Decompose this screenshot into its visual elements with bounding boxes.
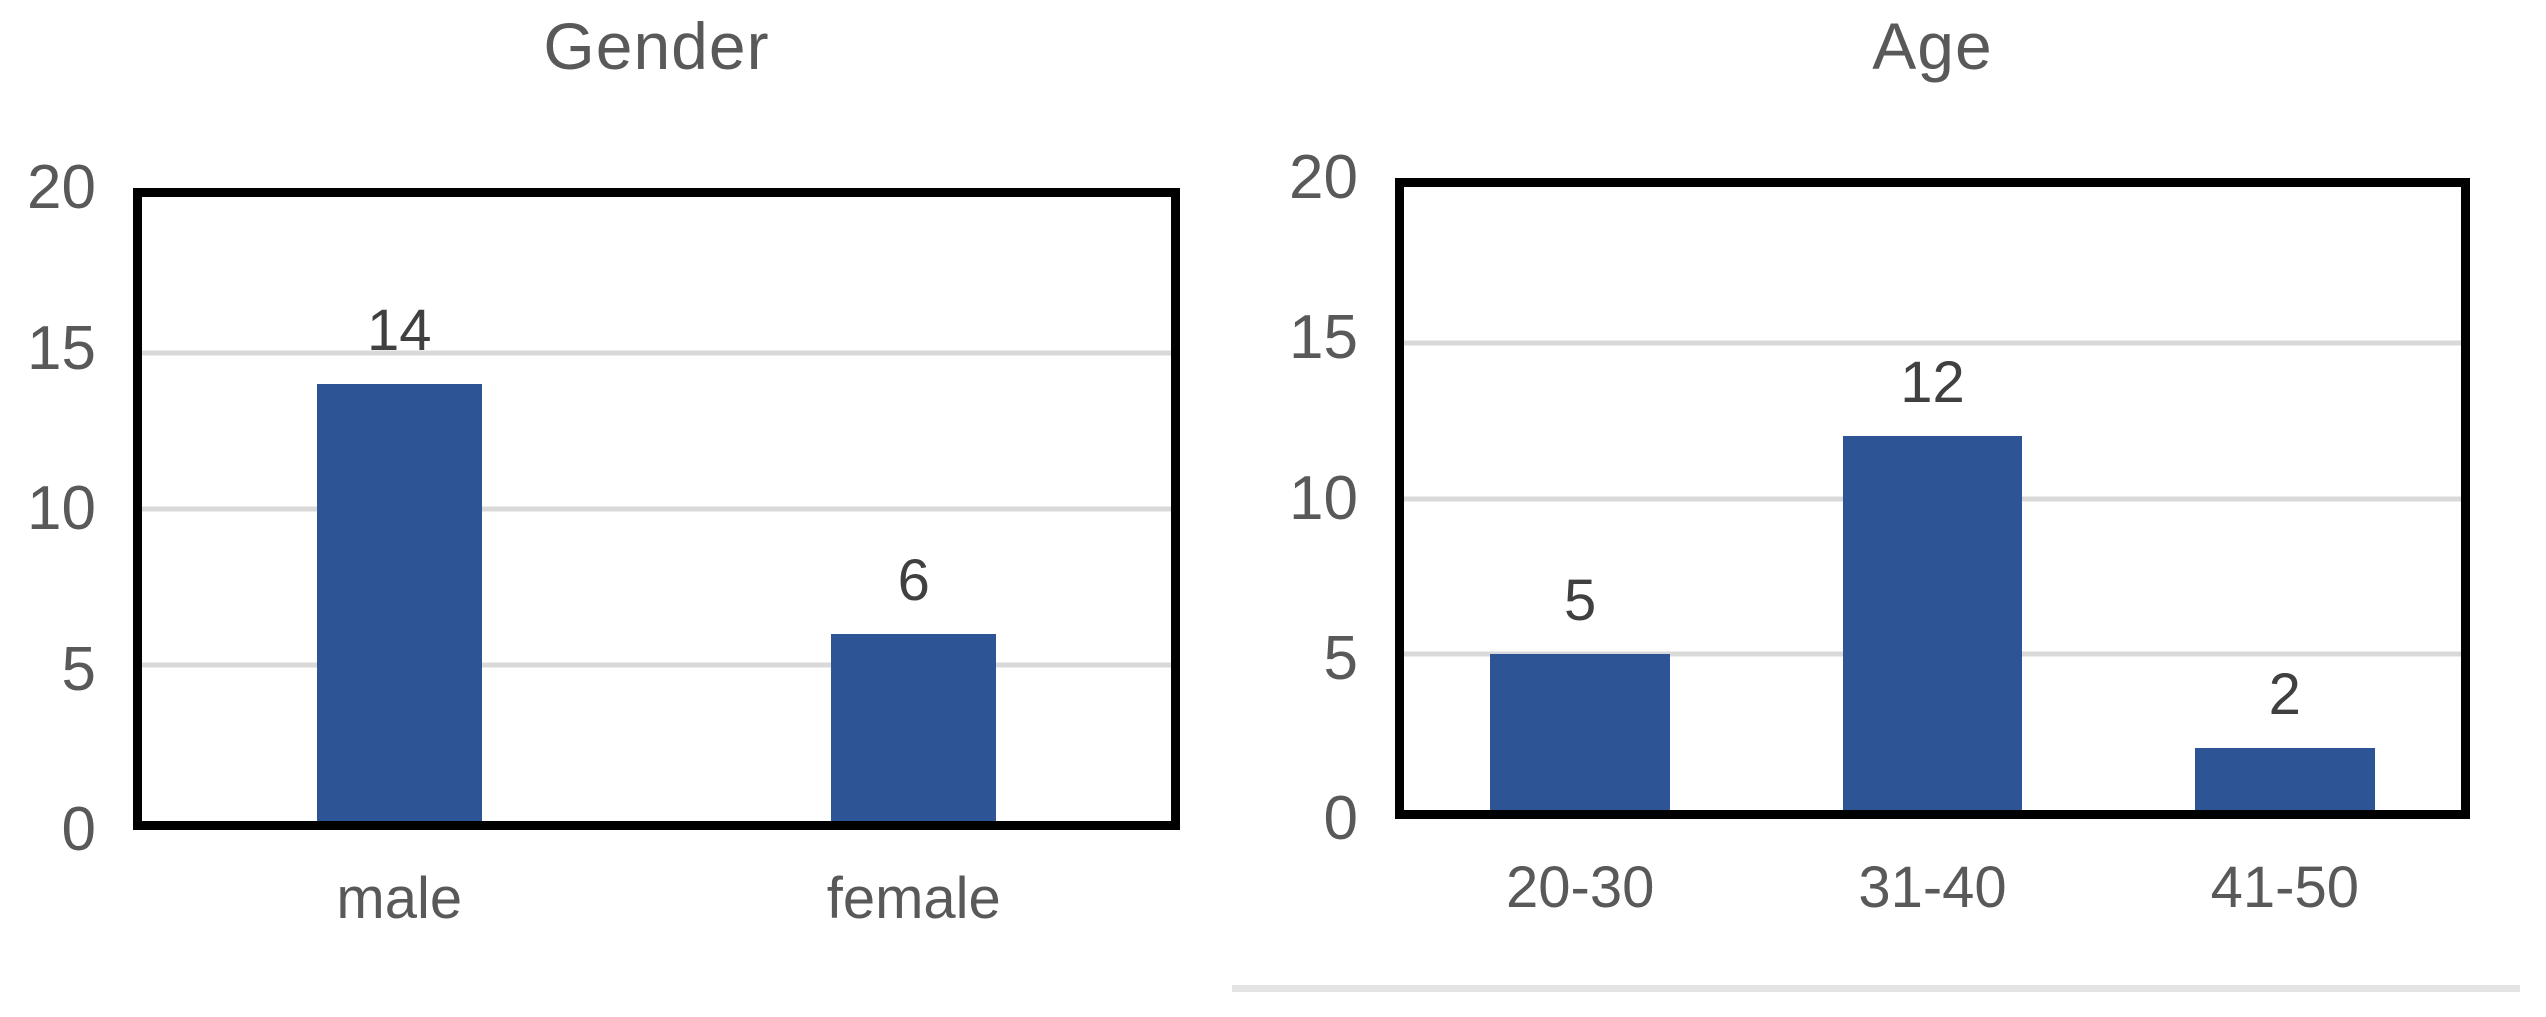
bar-slot-female: 6 [657,197,1172,821]
age-x-axis: 20-30 31-40 41-50 [1404,856,2461,920]
gender-chart-title: Gender [543,9,770,83]
y-axis-tick-label: 10 [27,474,96,543]
gridline [142,506,1171,512]
age-bars: 5 12 2 [1404,187,2461,810]
bar-slot-20-30: 5 [1404,187,1756,810]
bar-slot-41-50: 2 [2109,187,2461,810]
gridline [142,350,1171,356]
y-axis-tick-label: 15 [1289,303,1358,373]
gridline [1404,340,2461,346]
data-label-31-40: 12 [1900,350,1965,416]
y-axis-tick-label: 5 [1323,623,1358,693]
bar-31-40: 12 [1842,354,2023,810]
x-axis-category-label: female [826,866,1001,931]
bar-female: 6 [831,551,997,821]
gridline [142,662,1171,668]
y-axis-tick-label: 15 [27,313,96,383]
bar-41-50: 2 [2194,665,2375,810]
y-axis-tick-label: 20 [27,153,96,222]
bar-male: 14 [316,302,482,821]
x-axis-category-label: 20-30 [1505,855,1655,920]
y-axis-tick-label: 0 [1323,784,1358,853]
bar-slot-31-40: 12 [1756,187,2108,810]
bar-slot-male: 14 [142,197,657,821]
y-axis-tick-label: 5 [61,634,96,704]
y-axis-tick-label: 0 [61,795,96,864]
gender-plot-area: 0 5 10 15 20 14 6 male female [27,157,1180,930]
bottom-divider-line [1232,985,2520,992]
gender-x-axis: male female [142,867,1171,931]
gender-y-axis: 0 5 10 15 20 [0,157,96,861]
gender-bars: 14 6 [142,197,1171,821]
y-axis-tick-label: 10 [1289,463,1358,533]
bar-20-30: 5 [1490,572,1670,810]
age-chart-title: Age [1872,9,1993,83]
gender-gridlines [142,197,1171,821]
y-axis-tick-label: 20 [1289,143,1358,212]
data-label-female: 6 [897,547,930,613]
x-axis-category-label: male [336,866,463,931]
age-plot-area: 0 5 10 15 20 5 12 2 20-30 31-40 41-50 [1289,147,2470,919]
x-axis-category-label: 41-50 [2210,855,2359,920]
data-label-male: 14 [366,298,432,364]
data-label-20-30: 5 [1564,568,1597,634]
age-y-axis: 0 5 10 15 20 [1118,147,1358,850]
data-label-41-50: 2 [2268,661,2301,727]
x-axis-category-label: 31-40 [1858,855,2007,920]
